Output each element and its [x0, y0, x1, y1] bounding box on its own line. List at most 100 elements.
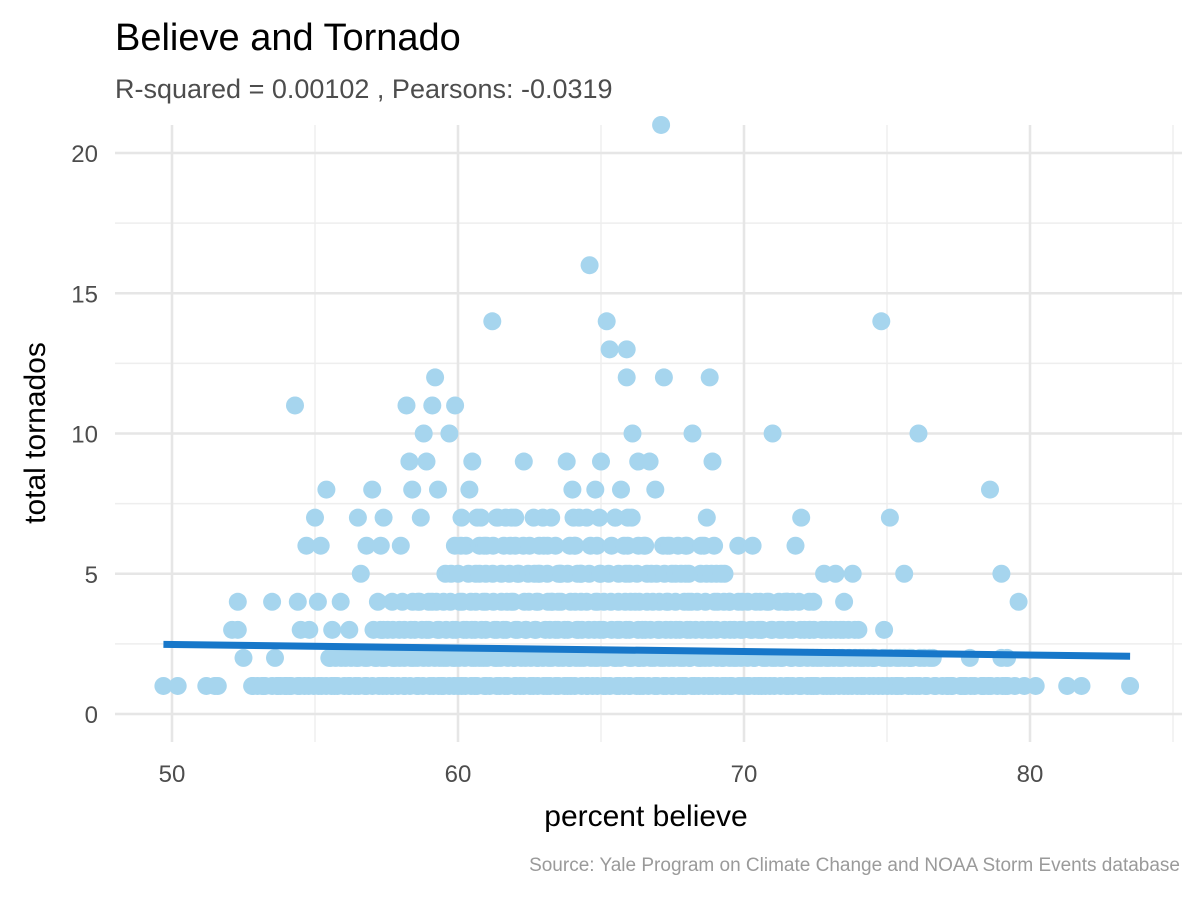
data-point: [368, 592, 387, 611]
data-point: [749, 620, 768, 639]
data-point: [411, 508, 430, 527]
data-point: [414, 424, 433, 443]
data-point: [429, 480, 447, 499]
data-point: [1072, 676, 1091, 695]
data-point: [786, 536, 805, 555]
data-point: [552, 564, 570, 583]
y-axis-label: total tornados: [19, 342, 52, 524]
chart-caption: Source: Yale Program on Climate Change a…: [529, 855, 1180, 876]
data-point: [423, 396, 442, 415]
data-point: [700, 368, 719, 387]
data-point: [351, 564, 370, 583]
y-tick-label: 5: [85, 562, 98, 589]
data-point: [228, 620, 247, 639]
data-point: [311, 536, 330, 555]
x-tick-label: 70: [731, 761, 758, 788]
data-point: [534, 536, 553, 555]
data-point: [477, 536, 496, 555]
data-point: [320, 648, 339, 667]
data-point: [792, 508, 811, 527]
data-point: [1058, 676, 1077, 695]
data-point: [597, 312, 616, 331]
x-tick-label: 80: [1017, 761, 1044, 788]
data-point: [254, 676, 273, 695]
data-point: [543, 592, 562, 611]
data-point: [880, 508, 899, 527]
data-point: [288, 592, 307, 611]
data-point: [494, 536, 513, 555]
data-point: [308, 592, 327, 611]
data-point: [323, 620, 342, 639]
data-point: [743, 536, 762, 555]
data-point: [542, 508, 561, 527]
data-point: [529, 564, 548, 583]
data-point: [975, 676, 994, 695]
data-point: [952, 676, 971, 695]
trend-line: [163, 640, 1131, 660]
data-point: [1026, 676, 1045, 695]
y-tick-label: 10: [71, 422, 98, 449]
chart-title: Believe and Tornado: [115, 17, 461, 59]
data-point: [938, 676, 957, 695]
data-point: [992, 564, 1011, 583]
y-tick-label: 15: [71, 281, 98, 308]
data-point: [566, 536, 585, 555]
data-point: [703, 452, 722, 471]
data-point: [426, 368, 445, 387]
data-point: [692, 536, 711, 555]
data-point: [895, 564, 914, 583]
data-point: [374, 508, 393, 527]
data-point: [391, 536, 410, 555]
data-point: [800, 620, 819, 639]
x-axis-label: percent believe: [544, 800, 747, 833]
data-point: [383, 592, 402, 611]
data-point: [577, 508, 596, 527]
data-point: [909, 424, 928, 443]
data-point: [440, 424, 459, 443]
data-point: [592, 452, 610, 471]
data-point: [228, 592, 247, 611]
data-point: [981, 480, 999, 499]
y-tick-label: 0: [85, 702, 98, 729]
data-point: [600, 340, 619, 359]
data-point: [612, 480, 630, 499]
data-point: [306, 508, 324, 527]
data-point: [563, 480, 582, 499]
data-point: [826, 564, 845, 583]
data-point: [804, 592, 823, 611]
x-tick-label: 60: [445, 761, 472, 788]
data-point: [263, 592, 282, 611]
data-point: [677, 536, 696, 555]
data-point: [1009, 592, 1028, 611]
data-point: [451, 536, 470, 555]
data-point: [489, 508, 507, 527]
data-point: [634, 536, 653, 555]
data-point: [606, 508, 625, 527]
data-point: [572, 564, 590, 583]
data-point: [471, 508, 490, 527]
data-point: [400, 452, 419, 471]
data-point: [590, 508, 609, 527]
data-point: [340, 620, 359, 639]
data-point: [300, 620, 319, 639]
data-point: [729, 536, 748, 555]
data-point: [720, 592, 739, 611]
data-point: [331, 592, 350, 611]
data-point: [872, 312, 891, 331]
data-point: [371, 536, 390, 555]
data-point: [849, 620, 868, 639]
data-point: [452, 508, 471, 527]
data-point: [280, 676, 299, 695]
data-point: [602, 536, 621, 555]
data-point: [763, 424, 782, 443]
ticks-layer: 50 60 70 80 0 5 10 15 20: [71, 141, 1043, 788]
data-point: [417, 452, 436, 471]
data-point: [483, 312, 502, 331]
data-point: [168, 676, 187, 695]
data-point: [617, 340, 636, 359]
data-point: [446, 396, 465, 415]
data-point: [588, 536, 606, 555]
data-point: [317, 480, 336, 499]
data-point: [843, 564, 862, 583]
